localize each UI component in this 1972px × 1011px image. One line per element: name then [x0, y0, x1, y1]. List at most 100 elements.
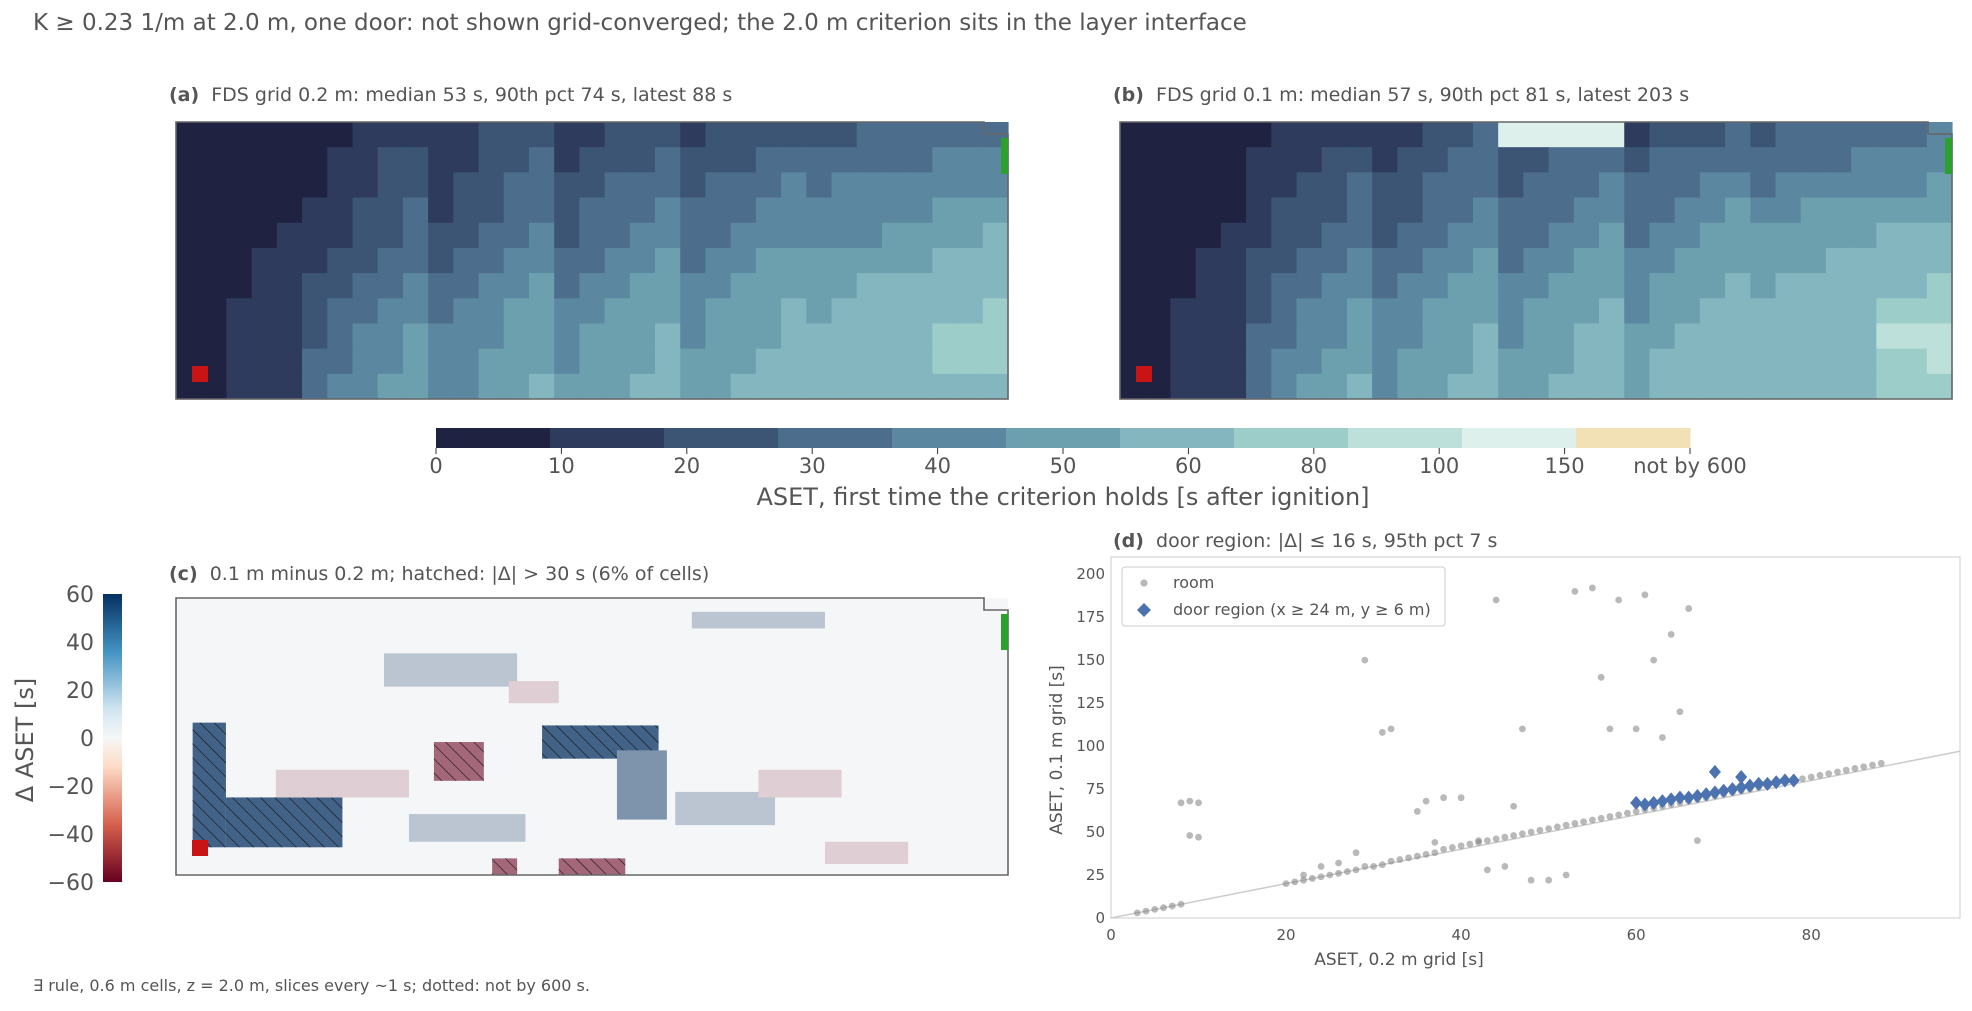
- heatmap-cell: [226, 147, 253, 173]
- heatmap-cell: [907, 273, 933, 299]
- heatmap-cell: [528, 222, 555, 249]
- heatmap-cell: [881, 197, 908, 224]
- heatmap-cell: [503, 247, 530, 274]
- heatmap-cell: [1926, 298, 1953, 325]
- heatmap-cell: [1422, 348, 1449, 375]
- heatmap-cell: [1901, 348, 1928, 375]
- heatmap-cell: [730, 323, 757, 350]
- room-point: [1545, 825, 1553, 833]
- heatmap-cell: [957, 172, 984, 199]
- heatmap-cell: [982, 222, 1009, 249]
- heatmap-cell: [528, 298, 555, 325]
- heatmap-cell: [554, 197, 580, 224]
- heatmap-cell: [856, 373, 883, 400]
- heatmap-cell: [503, 373, 530, 400]
- heatmap-cell: [1372, 273, 1398, 299]
- door-region-point: [1770, 775, 1783, 790]
- heatmap-cell: [1825, 273, 1852, 299]
- door-marker: [1001, 138, 1008, 174]
- heatmap-cell: [1498, 247, 1524, 274]
- heatmap-cell: [1145, 147, 1172, 173]
- hatch-overlay: [492, 858, 518, 875]
- heatmap-cell: [957, 348, 984, 375]
- panel-d-xlabel: ASET, 0.2 m grid [s]: [1314, 950, 1484, 970]
- heatmap-cell: [1372, 122, 1398, 148]
- heatmap-cell: [1170, 348, 1197, 375]
- heatmap-cell: [705, 172, 732, 199]
- heatmap-cell: [1674, 348, 1701, 375]
- delta-colorbar-tick-label: 60: [66, 583, 94, 608]
- heatmap-cell: [503, 197, 530, 224]
- heatmap-cell: [1573, 147, 1600, 173]
- panel-a-title: (a) FDS grid 0.2 m: median 53 s, 90th pc…: [169, 84, 732, 106]
- heatmap-cell: [428, 323, 454, 350]
- heatmap-cell: [1573, 373, 1600, 400]
- heatmap-cell: [1120, 172, 1146, 199]
- heatmap-cell: [579, 172, 606, 199]
- room-point: [1475, 837, 1483, 845]
- heatmap-cell: [957, 273, 984, 299]
- heatmap-cell: [1346, 247, 1373, 274]
- heatmap-cell: [1599, 298, 1625, 325]
- heatmap-cell: [907, 147, 933, 173]
- heatmap-cell: [528, 348, 555, 375]
- heatmap-cell: [402, 273, 429, 299]
- heatmap-cell: [453, 298, 480, 325]
- heatmap-cell: [1523, 147, 1550, 173]
- heatmap-cell: [1825, 247, 1852, 274]
- room-point: [1133, 909, 1141, 917]
- panel-b-heatmap: [1119, 121, 1953, 400]
- heatmap-cell: [1825, 373, 1852, 400]
- colorbar-bin: [1120, 428, 1235, 448]
- heatmap-cell: [302, 373, 328, 400]
- heatmap-cell: [1170, 323, 1197, 350]
- room-point: [1588, 816, 1596, 824]
- heatmap-cell: [831, 273, 858, 299]
- panel-a-heatmap: [175, 121, 1009, 400]
- room-point: [1501, 833, 1509, 841]
- heatmap-cell: [655, 247, 681, 274]
- heatmap-cell: [528, 273, 555, 299]
- panel-b: (b) FDS grid 0.1 m: median 57 s, 90th pc…: [1113, 84, 1953, 400]
- room-point: [1186, 797, 1194, 805]
- heatmap-cell: [655, 323, 681, 350]
- room-point: [1151, 906, 1159, 913]
- heatmap-cell: [1346, 122, 1373, 148]
- heatmap-cell: [1699, 373, 1726, 400]
- heatmap-cell: [1447, 298, 1474, 325]
- heatmap-cell: [176, 247, 202, 274]
- heatmap-cell: [1246, 348, 1272, 375]
- heatmap-cell: [1372, 172, 1398, 199]
- heatmap-cell: [1145, 298, 1172, 325]
- heatmap-cell: [302, 147, 328, 173]
- heatmap-cell: [1775, 197, 1802, 224]
- room-point: [1483, 837, 1491, 845]
- colorbar-bin: [664, 428, 779, 448]
- y-tick-label: 50: [1086, 823, 1105, 841]
- heatmap-cell: [1120, 222, 1146, 249]
- room-point: [1650, 656, 1658, 664]
- room-point: [1615, 596, 1623, 604]
- heatmap-cell: [327, 197, 354, 224]
- heatmap-cell: [327, 348, 354, 375]
- heatmap-cell: [1498, 273, 1524, 299]
- heatmap-cell: [1750, 273, 1777, 299]
- heatmap-cell: [1775, 273, 1802, 299]
- heatmap-cell: [554, 298, 580, 325]
- heatmap-cell: [1750, 323, 1777, 350]
- x-tick-label: 0: [1106, 926, 1116, 944]
- delta-colorbar-gradient: [103, 594, 122, 882]
- heatmap-cell: [1876, 323, 1903, 350]
- heatmap-cell: [327, 323, 354, 350]
- delta-colorbar-tick-label: −40: [48, 823, 94, 848]
- room-point: [1632, 808, 1640, 815]
- heatmap-cell: [1120, 147, 1146, 173]
- heatmap-cell: [629, 197, 656, 224]
- heatmap-cell: [856, 222, 883, 249]
- heatmap-cell: [730, 273, 757, 299]
- heatmap-cell: [503, 298, 530, 325]
- heatmap-cell: [226, 122, 253, 148]
- heatmap-cell: [1296, 147, 1323, 173]
- heatmap-cell: [856, 348, 883, 375]
